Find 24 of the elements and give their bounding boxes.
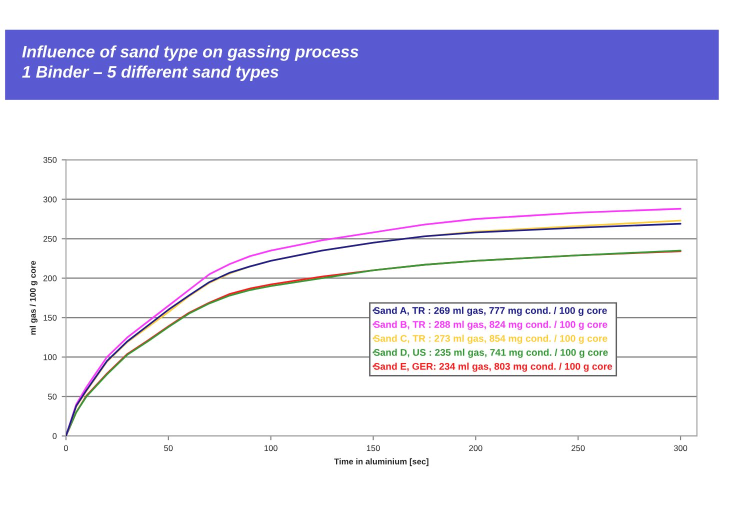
chart-title: Influence of sand type on gassing process [22,45,358,61]
y-axis-title: ml gas / 100 g core [30,260,38,335]
x-tick-label: 150 [366,445,380,452]
y-tick-label: 100 [44,354,57,360]
legend-label: Sand E, GER: 234 ml gas, 803 mg cond. / 100 g core [374,362,612,372]
y-tick-label: 300 [43,196,57,202]
x-tick-label: 100 [264,445,278,452]
y-tick-label: 200 [43,275,57,282]
x-tick-label: 200 [469,445,482,452]
legend-label: Sand C, TR : 273 ml gas, 854 mg cond. / 100 g core [374,334,608,344]
y-tick-label: 50 [48,394,57,400]
legend-label: Sand B, TR : 288 ml gas, 824 mg cond. / 100 g core [374,320,608,330]
legend-label: Sand D, US : 235 ml gas, 741 mg cond. / 100 g core [374,348,608,358]
x-tick-label: 50 [164,445,173,452]
y-tick-label: 0 [52,433,57,440]
x-tick-label: 0 [64,445,68,452]
x-axis-title: Time in aluminium [sec] [334,458,428,466]
chart-subtitle: 1 Binder – 5 different sand types [22,66,278,82]
y-tick-label: 150 [44,314,57,321]
x-tick-label: 250 [572,445,585,452]
y-tick-label: 350 [43,157,57,163]
legend-label: Sand A, TR : 269 ml gas, 777 mg cond. / 100 g core [374,306,607,316]
x-tick-label: 300 [674,445,688,452]
y-tick-label: 250 [43,236,57,242]
